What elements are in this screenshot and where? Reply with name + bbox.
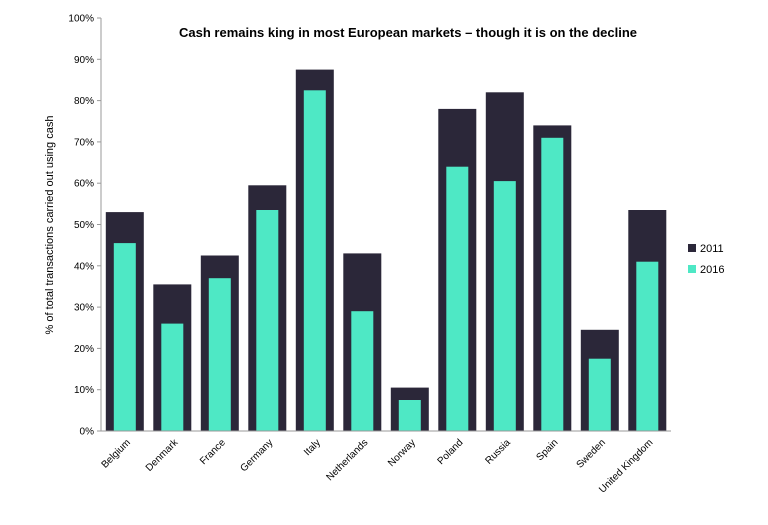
bar-2016-norway [398, 400, 421, 431]
legend-label-2016: 2016 [700, 264, 724, 276]
y-axis: 0% 10% 20% 30% 40% 50% 60% 70% 80% 90% 100% [68, 14, 102, 438]
bar-2016-belgium [113, 243, 136, 431]
bar-2016-spain [541, 137, 564, 432]
x-tick-label: Norway [386, 437, 418, 469]
y-tick-label: 50% [74, 220, 94, 231]
x-tick-label: Spain [535, 437, 561, 463]
y-tick-label: 20% [74, 344, 94, 355]
legend-label-2011: 2011 [700, 243, 724, 255]
x-axis: Belgium Denmark France Germany Italy Netherla… [100, 430, 671, 495]
x-tick-label: France [198, 437, 228, 467]
x-tick-label: Sweden [575, 437, 608, 470]
x-tick-label: Germany [239, 437, 276, 474]
bars-group [105, 69, 667, 432]
x-tick-label: Netherlands [324, 437, 370, 483]
bar-2016-sweden [588, 358, 611, 431]
chart-title: Cash remains king in most European marke… [179, 25, 637, 40]
bar-2016-poland [446, 166, 469, 431]
x-tick-label: Poland [436, 437, 466, 467]
legend-swatch-2016 [688, 265, 696, 273]
bar-2016-france [208, 278, 231, 431]
bar-2016-germany [256, 210, 279, 431]
x-tick-label: Denmark [144, 437, 181, 474]
y-tick-label: 0% [80, 427, 95, 438]
bar-2016-russia [493, 181, 516, 431]
bar-2016-netherlands [351, 311, 374, 431]
bar-2016-denmark [161, 323, 184, 431]
legend: 2011 2016 [688, 243, 724, 276]
bar-2016-italy [303, 90, 326, 432]
y-tick-label: 100% [68, 14, 94, 25]
bar-2016-united-kingdom [636, 261, 659, 431]
legend-swatch-2011 [688, 244, 696, 252]
y-tick-label: 80% [74, 96, 94, 107]
x-tick-label: Belgium [100, 437, 133, 470]
x-tick-label: Russia [483, 437, 513, 467]
y-tick-label: 60% [74, 179, 94, 190]
y-tick-label: 90% [74, 55, 94, 66]
y-tick-label: 30% [74, 303, 94, 314]
x-tick-label: Italy [302, 437, 323, 458]
y-axis-label: % of total transactions carried out usin… [44, 116, 56, 335]
y-tick-label: 10% [74, 385, 94, 396]
y-tick-label: 40% [74, 261, 94, 272]
y-tick-label: 70% [74, 137, 94, 148]
